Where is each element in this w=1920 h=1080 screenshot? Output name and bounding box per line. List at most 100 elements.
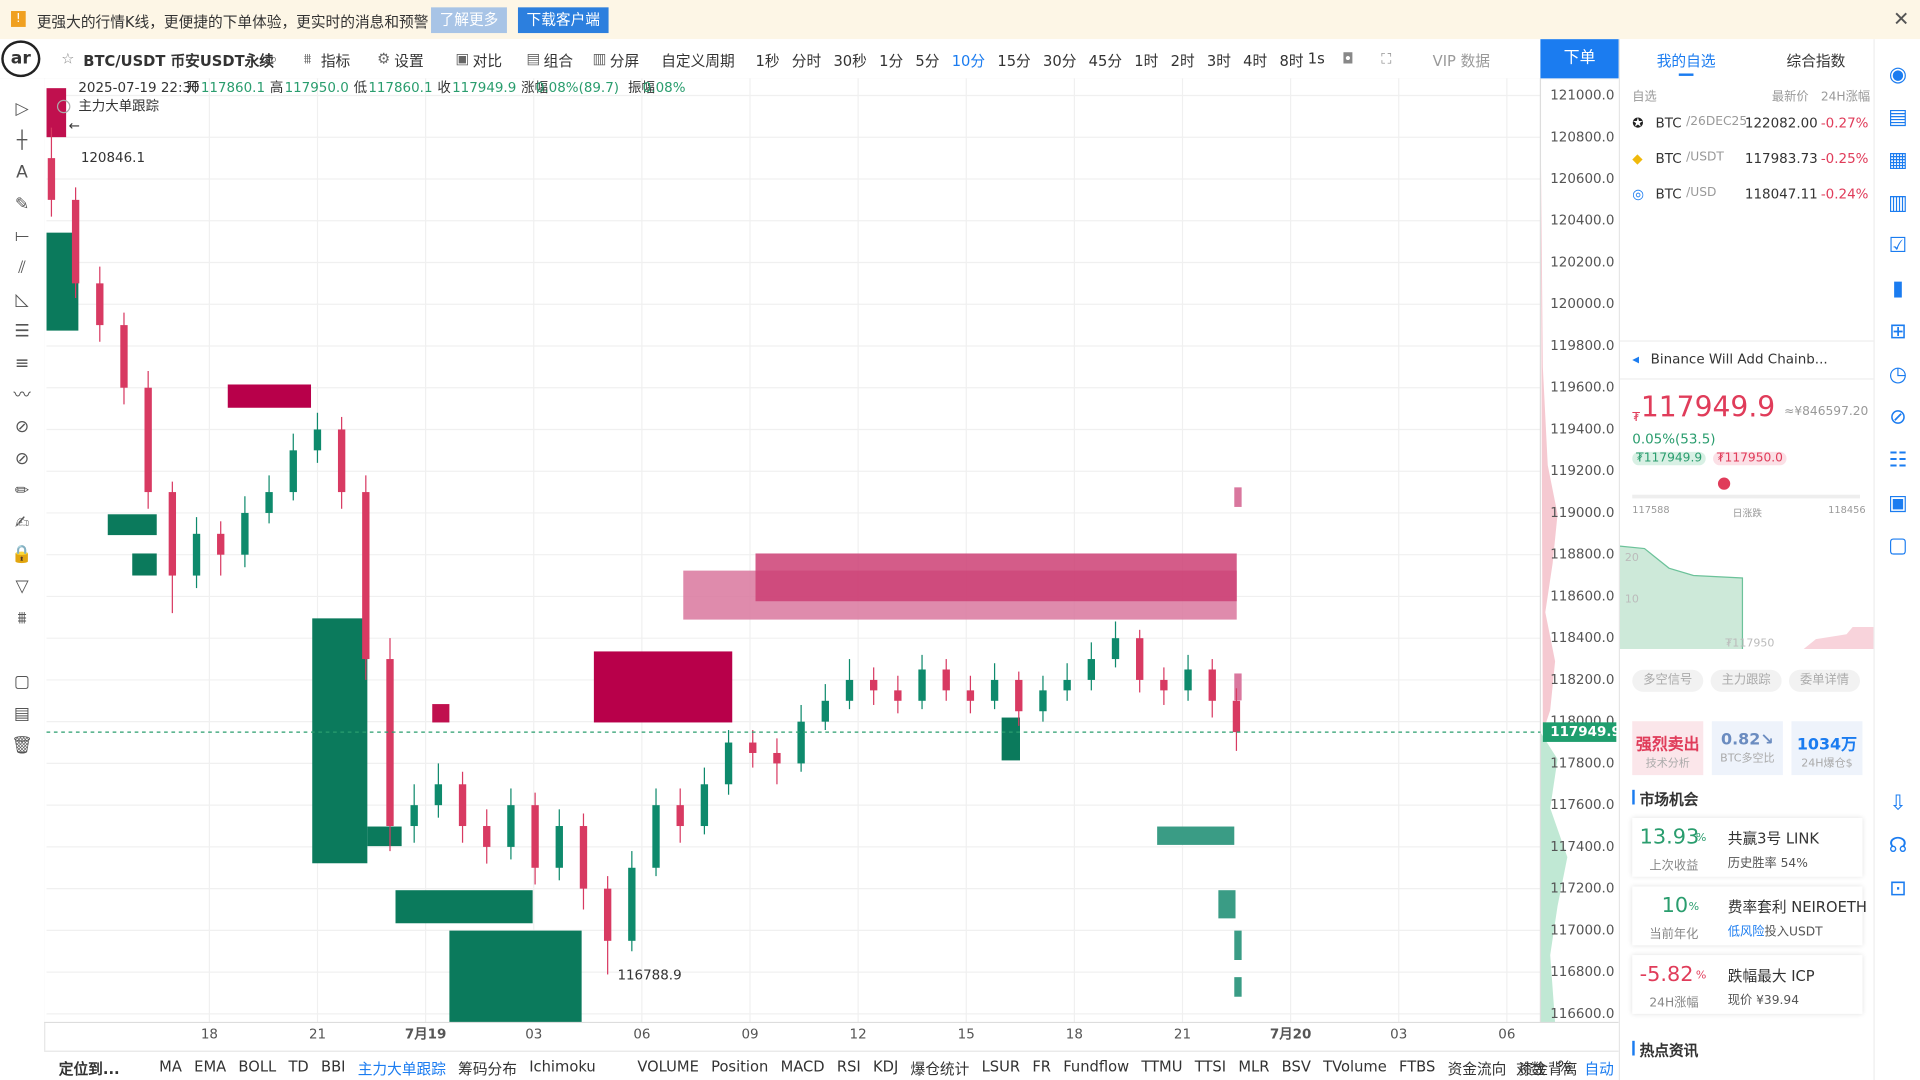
- indicator-toggle[interactable]: BBI: [320, 1057, 346, 1076]
- symbol[interactable]: BTC/USDT 币安USDT永续: [83, 52, 275, 70]
- period[interactable]: 2时: [1170, 52, 1195, 70]
- toolbar-item[interactable]: 设置: [394, 52, 424, 70]
- y-tick-label: 121000.0: [1550, 89, 1614, 104]
- indicator-toggle[interactable]: Fundflow: [1063, 1057, 1130, 1076]
- search-icon[interactable]: ⌕: [269, 50, 278, 68]
- opportunity-card[interactable]: 10% 当前年化 费率套利 NEIROETH 低风险 投入USDT: [1632, 886, 1867, 946]
- range-low: 117588: [1632, 504, 1670, 516]
- icon-list[interactable]: ◉ ▤ ▦ ▥ ☑ ▮ ⊞ ◷ ⊘ ☷ ▣ ▢ ⇩ ☊ ⊡: [1888, 62, 1908, 902]
- candle-body: [773, 752, 781, 764]
- indicator-name: 主力大单跟踪: [78, 99, 159, 115]
- indicator-toggle[interactable]: MA: [159, 1057, 182, 1076]
- signal-button[interactable]: 主力跟踪: [1710, 669, 1782, 692]
- tool-icons[interactable]: ▷ ┼ A ✎ ⟝ ⫽ ◺ ☰ ≡ 〰 ⊘ ⊘ ✏ ✍ 🔒 ▽ ⩩ ▢ ▤ 🗑: [11, 99, 33, 756]
- candle-body: [144, 387, 152, 493]
- period[interactable]: 4时: [1243, 52, 1268, 70]
- stat-label: 24H爆仓$: [1801, 757, 1853, 771]
- y-tick-label: 118800.0: [1550, 548, 1614, 563]
- indicator-toggle[interactable]: Position: [711, 1057, 769, 1076]
- star-icon[interactable]: ☆: [61, 50, 75, 68]
- indicator-toggle[interactable]: TD: [288, 1057, 309, 1076]
- period[interactable]: 8时: [1279, 52, 1304, 70]
- learn-more-button[interactable]: 了解更多: [431, 7, 507, 34]
- indicator-toggle[interactable]: RSI: [836, 1057, 861, 1076]
- candle-body: [313, 429, 322, 451]
- toolbar-item[interactable]: 对比: [472, 52, 503, 70]
- signal-button[interactable]: 多空信号: [1632, 669, 1704, 692]
- log-toggle[interactable]: 对数: [1515, 1060, 1546, 1078]
- indicator-toggle[interactable]: Ichimoku: [529, 1057, 596, 1076]
- period[interactable]: 3时: [1206, 52, 1231, 70]
- indicator-toggle[interactable]: BOLL: [238, 1057, 277, 1076]
- period[interactable]: 45分: [1088, 52, 1123, 70]
- interval[interactable]: 1s: [1307, 50, 1325, 68]
- period[interactable]: 分时: [791, 52, 822, 70]
- stat-card[interactable]: 1034万 24H爆仓$: [1791, 721, 1863, 776]
- order-button[interactable]: 下单: [1540, 39, 1619, 79]
- indicator-toggle[interactable]: TTSI: [1194, 1057, 1227, 1076]
- stat-card[interactable]: 强烈卖出 技术分析: [1632, 721, 1704, 776]
- coin-base[interactable]: BTC: [1655, 115, 1682, 132]
- indicator-toggle[interactable]: VOLUME: [637, 1057, 699, 1076]
- indicator-toggle[interactable]: 资金流向: [1447, 1060, 1507, 1078]
- indicator-toggle[interactable]: FTBS: [1399, 1057, 1436, 1076]
- period[interactable]: 5分: [915, 52, 940, 70]
- tab-watchlist[interactable]: 我的自选: [1656, 52, 1716, 70]
- indicator-toggle[interactable]: KDJ: [873, 1057, 899, 1076]
- percent-toggle[interactable]: %: [1557, 1057, 1572, 1076]
- info-value: 117860.1: [368, 81, 432, 96]
- opportunity-card[interactable]: 13.93% 上次收益 共赢3号 LINK 历史胜率 54%: [1632, 817, 1863, 877]
- indicator-toggle[interactable]: BSV: [1281, 1057, 1311, 1076]
- period[interactable]: 30分: [1042, 52, 1077, 70]
- period[interactable]: 15分: [997, 52, 1031, 70]
- signal-button[interactable]: 委单详情: [1788, 669, 1860, 692]
- period[interactable]: 1时: [1134, 52, 1159, 70]
- candle-body: [531, 805, 539, 868]
- indicator-toggle[interactable]: 爆仓统计: [910, 1060, 970, 1078]
- indicator-toggle[interactable]: EMA: [194, 1057, 227, 1076]
- auto-toggle[interactable]: 自动: [1584, 1060, 1614, 1078]
- toolbar-item[interactable]: 分屏: [609, 52, 640, 70]
- candle-body: [96, 283, 104, 326]
- candle-body: [845, 679, 854, 701]
- indicator-toggle[interactable]: TVolume: [1323, 1057, 1387, 1076]
- locate-button[interactable]: 定位到...: [58, 1060, 120, 1078]
- custom-period[interactable]: 自定义周期: [661, 52, 735, 70]
- period[interactable]: 1分: [879, 52, 904, 70]
- period[interactable]: 30秒: [833, 52, 867, 70]
- bid: ₮117949.9: [1632, 451, 1706, 466]
- indicator-toggle[interactable]: MLR: [1238, 1057, 1270, 1076]
- y-tick-label: 116600.0: [1550, 1007, 1614, 1022]
- tab-index[interactable]: 综合指数: [1786, 52, 1846, 70]
- camera-icon[interactable]: ◘: [1342, 50, 1354, 68]
- coin-quote: /USDT: [1686, 150, 1724, 165]
- stat-card[interactable]: 0.82↘ BTC多空比: [1711, 721, 1783, 776]
- indicator-toggle[interactable]: FR: [1032, 1057, 1051, 1076]
- opportunity-card[interactable]: -5.82% 24H涨幅 跌幅最大 ICP 现价 ¥39.94: [1632, 955, 1863, 1014]
- toolbar-item[interactable]: 组合: [543, 52, 574, 70]
- indicator-toggle[interactable]: LSUR: [981, 1057, 1021, 1076]
- indicator-toggle[interactable]: MACD: [780, 1057, 825, 1076]
- vip-data[interactable]: VIP 数据: [1432, 52, 1490, 70]
- stat-label: 技术分析: [1645, 757, 1690, 771]
- period-list: 1秒 分时 30秒 1分 5分 10分 15分 30分 45分 1时 2时 3时 4时 8时: [756, 50, 1304, 71]
- period[interactable]: 1秒: [755, 52, 780, 70]
- header-last: 最新价: [1771, 90, 1809, 105]
- indicator-toggle[interactable]: TTMU: [1141, 1057, 1183, 1076]
- indicator-toggle[interactable]: 资金背离: [1518, 1060, 1578, 1078]
- download-button[interactable]: 下载客户端: [517, 7, 609, 34]
- coin-base[interactable]: BTC: [1655, 186, 1682, 203]
- y-tick-label: 119600.0: [1550, 381, 1614, 396]
- coin-change: -0.27%: [1820, 115, 1869, 132]
- news-row[interactable]: ◂ Binance Will Add Chainb...: [1620, 340, 1875, 380]
- coin-base[interactable]: BTC: [1655, 150, 1682, 167]
- drawing-tools: ▷ ┼ A ✎ ⟝ ⫽ ◺ ☰ ≡ 〰 ⊘ ⊘ ✏ ✍ 🔒 ▽ ⩩ ▢ ▤ 🗑: [0, 78, 46, 1051]
- toolbar-item[interactable]: 指标: [320, 52, 351, 70]
- indicator-toggle[interactable]: 主力大单跟踪: [357, 1060, 446, 1078]
- period[interactable]: 10分: [951, 52, 986, 70]
- indicator-toggle[interactable]: 筹码分布: [458, 1060, 517, 1078]
- close-button[interactable]: ✕: [1893, 7, 1910, 31]
- candle-body: [1208, 669, 1216, 701]
- candle-body: [289, 450, 297, 493]
- fullscreen-icon[interactable]: ⛶: [1381, 50, 1392, 68]
